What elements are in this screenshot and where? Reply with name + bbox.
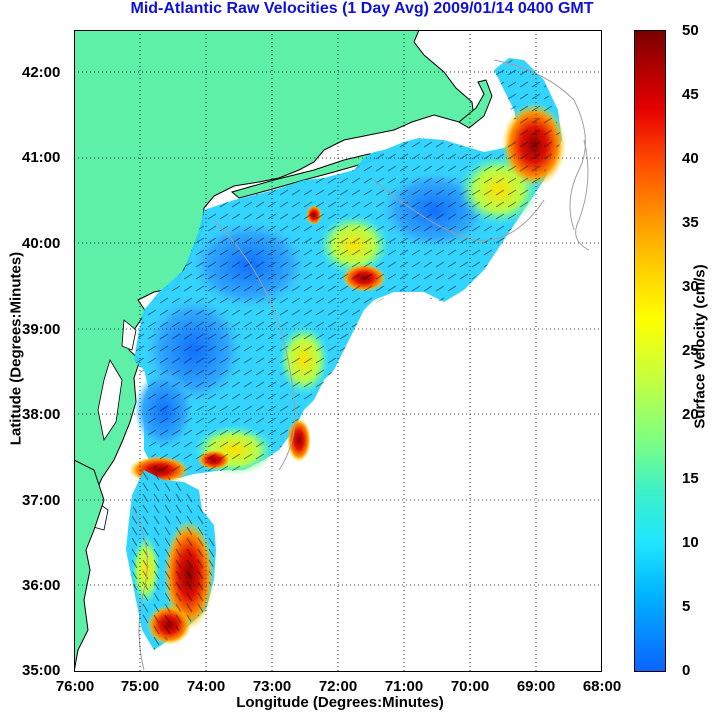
colorbar-tick: 20 [682, 406, 699, 423]
y-tick-label: 36:00 [22, 577, 61, 594]
nc-coast [74, 459, 105, 672]
y-axis-title: Latitude (Degrees:Minutes) [7, 251, 25, 446]
x-tick-label: 70:00 [450, 678, 490, 695]
x-tick-label: 71:00 [384, 678, 424, 695]
colorbar-tick: 15 [682, 470, 699, 487]
colorbar-tick: 30 [682, 278, 699, 295]
bathymetry-contour [373, 179, 545, 241]
bathymetry-contour [575, 139, 590, 251]
colorbar-tick: 0 [682, 662, 691, 679]
colorbar-tick: 40 [682, 150, 699, 167]
velocity-arrows-north [134, 58, 562, 474]
y-tick-label: 40:00 [22, 235, 61, 252]
x-tick-label: 74:00 [186, 678, 226, 695]
x-tick-label: 68:00 [582, 678, 622, 695]
x-tick-label: 75:00 [120, 678, 160, 695]
y-tick-label: 39:00 [22, 321, 61, 338]
x-tick-label: 69:00 [516, 678, 556, 695]
x-tick-label: 76:00 [55, 678, 95, 695]
y-tick-label: 41:00 [22, 149, 61, 166]
x-tick-label: 72:00 [318, 678, 358, 695]
y-tick-label: 37:00 [22, 492, 61, 509]
colorbar-tick: 5 [682, 598, 691, 615]
grid-lines [74, 30, 602, 672]
colorbar-tick: 10 [682, 534, 699, 551]
colorbar [634, 30, 666, 672]
y-tick-label: 35:00 [22, 662, 61, 679]
colorbar-tick: 50 [682, 22, 699, 39]
colorbar-tick: 25 [682, 342, 699, 359]
x-tick-label: 73:00 [252, 678, 292, 695]
x-axis-title: Longitude (Degrees:Minutes) [236, 694, 444, 711]
colorbar-tick: 45 [682, 86, 699, 103]
velocity-map [74, 30, 602, 672]
y-tick-label: 42:00 [22, 64, 61, 81]
colorbar-title: Surface Velocity (cm/s) [691, 264, 709, 429]
colorbar-tick: 35 [682, 214, 699, 231]
plot-frame [74, 30, 602, 672]
bathymetry-contour [213, 219, 296, 471]
chart-title: Mid-Atlantic Raw Velocities (1 Day Avg) … [130, 0, 594, 17]
cape-cod [458, 79, 493, 129]
bathymetry-contour [493, 59, 586, 231]
y-tick-label: 38:00 [22, 406, 61, 423]
velocity-arrows-south [129, 470, 216, 650]
